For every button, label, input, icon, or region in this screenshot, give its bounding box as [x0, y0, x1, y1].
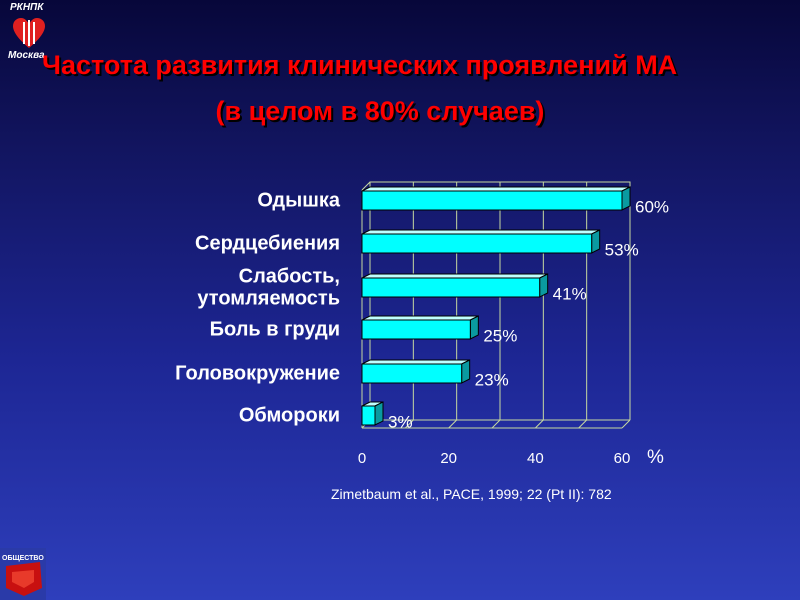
chart-subtitle: (в целом в 80% случаев) [215, 96, 545, 126]
bar-top-face [361, 186, 631, 192]
category-label: Слабость, утомляемость [197, 266, 340, 310]
bar-front-face [361, 405, 376, 426]
value-label: 41% [553, 285, 587, 304]
value-labels: 60% 53% 41% 25% 23% 3% [388, 198, 669, 432]
axis-corner-line [361, 181, 371, 191]
bar [361, 273, 549, 298]
x-axis-ticks: 0 20 40 60 [358, 450, 631, 467]
category-labels: Одышка Сердцебиения Слабость, утомляемость Б… [175, 190, 341, 427]
value-label: 25% [483, 327, 517, 346]
category-label: Обмороки [239, 405, 340, 427]
floor-gridline [491, 419, 501, 429]
x-tick-label: 60 [614, 450, 631, 467]
bar-front-face [361, 319, 471, 340]
bar [361, 359, 471, 384]
bar [361, 401, 384, 426]
x-tick-label: 20 [440, 450, 457, 467]
bar-top-face [361, 359, 470, 365]
society-logo-icon: ОБЩЕСТВО [0, 548, 46, 600]
floor-gridline [621, 419, 631, 429]
value-label: 23% [475, 371, 509, 390]
bar [361, 186, 631, 211]
category-label: Головокружение [175, 363, 340, 385]
rknpk-logo: РКНПК Москва [8, 2, 50, 64]
floor-gridline [404, 419, 414, 429]
x-tick-label: 0 [358, 450, 366, 467]
bar [361, 229, 601, 254]
bar-top-face [361, 315, 479, 321]
bar-side-face [461, 359, 471, 384]
value-label: 3% [388, 413, 413, 432]
source-citation: Zimetbaum et al., PACE, 1999; 22 (Pt II)… [331, 486, 612, 502]
bar-side-face [621, 186, 631, 211]
floor-gridline [448, 419, 458, 429]
chart-title: Частота развития клинических проявлений … [42, 50, 678, 80]
category-label: Сердцебиения [195, 233, 340, 255]
floor-gridline [534, 419, 544, 429]
logo-city: Москва [8, 50, 45, 61]
x-axis-label: % [647, 447, 664, 468]
value-label: 53% [605, 241, 639, 260]
bar-front-face [361, 363, 463, 384]
value-label: 60% [635, 198, 669, 217]
category-label-line: Боль в груди [210, 319, 340, 341]
category-label-line: Обмороки [239, 405, 340, 427]
bar-top-face [361, 229, 600, 235]
category-label-line: Головокружение [175, 363, 340, 385]
bar-front-face [361, 233, 593, 254]
chart-grid [361, 181, 631, 429]
bar-top-face [361, 273, 548, 279]
category-label-line: утомляемость [197, 288, 340, 310]
x-tick-label: 40 [527, 450, 544, 467]
logo-abbreviation: РКНПК [10, 2, 44, 13]
category-label-line: Одышка [257, 190, 341, 212]
bar-series [361, 186, 631, 426]
category-label: Боль в груди [210, 319, 340, 341]
bar-side-face [591, 229, 601, 254]
bar [361, 315, 479, 340]
bar-side-face [539, 273, 549, 298]
society-logo-text: ОБЩЕСТВО [2, 555, 44, 562]
bar-front-face [361, 277, 541, 298]
floor-gridline [578, 419, 588, 429]
category-label-line: Сердцебиения [195, 233, 340, 255]
category-label-line: Слабость, [239, 266, 340, 288]
heart-logo-icon [13, 18, 45, 48]
bar-side-face [374, 401, 384, 426]
category-label: Одышка [257, 190, 341, 212]
bar-side-face [469, 315, 479, 340]
bar-front-face [361, 190, 623, 211]
